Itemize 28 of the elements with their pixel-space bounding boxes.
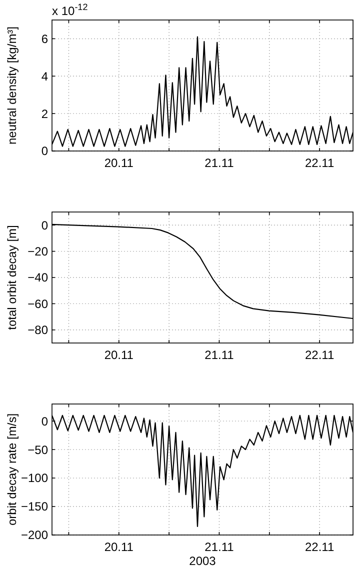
x-axis-title: 2003 <box>189 554 216 566</box>
x-tick-label: 22.11 <box>304 156 334 170</box>
y-tick-label: 2 <box>41 106 48 121</box>
y-tick-label: −50 <box>28 442 48 457</box>
x-tick-label: 21.11 <box>204 540 234 554</box>
y-axis-title: total orbit decay [m] <box>5 225 19 330</box>
y-tick-label: 0 <box>41 144 48 158</box>
y-tick-label: 4 <box>41 69 48 84</box>
x-tick-label: 22.11 <box>304 540 334 554</box>
y-axis-title: orbit decay rate [m/s] <box>5 413 19 526</box>
y-tick-label: −60 <box>28 296 48 311</box>
text: x 10$^{-12}$ <box>52 2 88 18</box>
x-tick-label: 20.11 <box>104 540 134 554</box>
y-tick-label: 0 <box>41 218 48 232</box>
x-tick-label: 20.11 <box>104 348 134 362</box>
x-tick-label: 21.11 <box>204 348 234 362</box>
y-tick-label: −20 <box>28 244 48 258</box>
y-tick-label: −100 <box>20 471 48 486</box>
y-tick-label: −80 <box>28 323 48 338</box>
y-tick-label: −150 <box>20 500 48 514</box>
y-axis-title: neutral density [kg/m³] <box>5 26 19 145</box>
x-tick-label: 21.11 <box>204 156 234 170</box>
x-tick-label: 22.11 <box>304 348 334 362</box>
y-tick-label: −40 <box>28 270 48 285</box>
x-tick-label: 20.11 <box>104 156 134 170</box>
y-tick-label: −200 <box>20 528 48 542</box>
y-tick-label: 6 <box>41 32 48 46</box>
y-tick-label: 0 <box>41 414 48 428</box>
